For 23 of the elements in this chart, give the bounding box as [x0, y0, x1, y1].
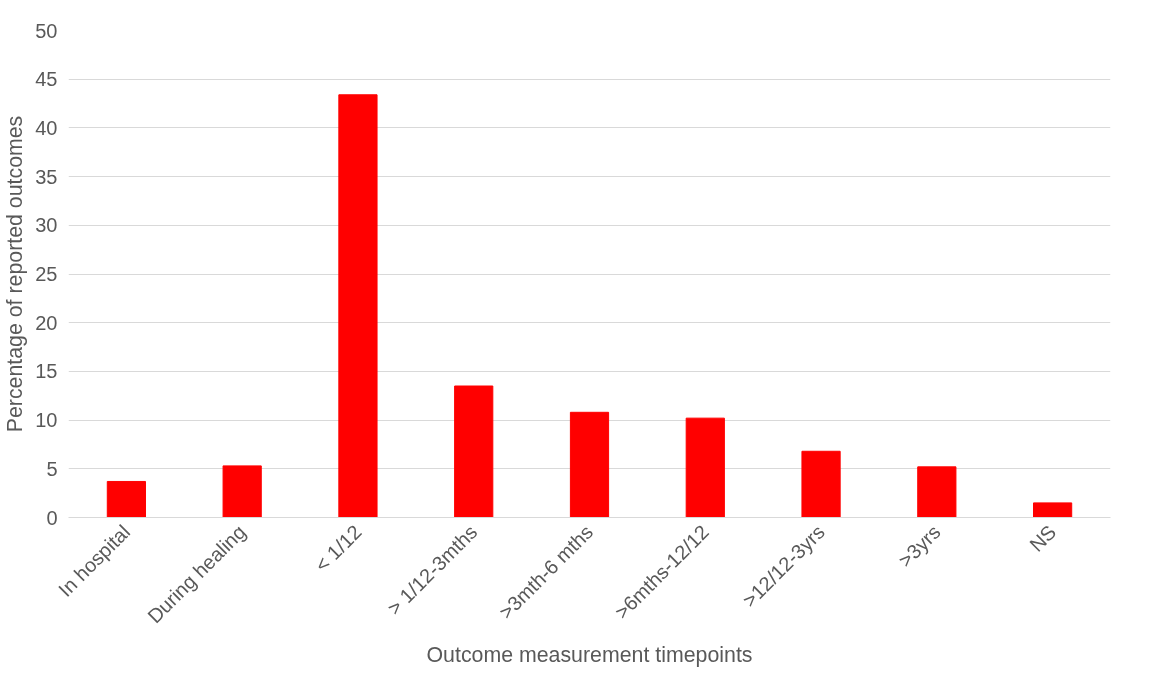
- bar: [222, 465, 262, 518]
- y-tick-label: 0: [46, 506, 58, 529]
- y-tick-label: 15: [35, 360, 58, 383]
- y-tick-label: 50: [35, 19, 58, 42]
- y-tick-label: 20: [35, 311, 58, 334]
- bar: [338, 94, 378, 518]
- y-tick-label: 30: [35, 214, 58, 237]
- y-tick-label: 35: [35, 165, 58, 188]
- y-tick-label: 5: [46, 457, 58, 480]
- bar: [569, 411, 610, 518]
- bar: [106, 480, 146, 518]
- x-tick-label: NS: [1025, 520, 1061, 556]
- x-axis-title: Outcome measurement timepoints: [426, 643, 753, 668]
- y-tick-label: 25: [35, 263, 58, 285]
- bar: [917, 466, 957, 518]
- y-axis-title: Percentage of reported outcomes: [3, 115, 28, 433]
- y-tick-label: 40: [35, 116, 58, 139]
- y-tick-label: 10: [35, 409, 58, 432]
- bar: [1033, 502, 1073, 518]
- bar: [685, 417, 725, 518]
- bar: [454, 385, 494, 518]
- bar: [801, 450, 841, 518]
- y-tick-label: 45: [35, 68, 58, 91]
